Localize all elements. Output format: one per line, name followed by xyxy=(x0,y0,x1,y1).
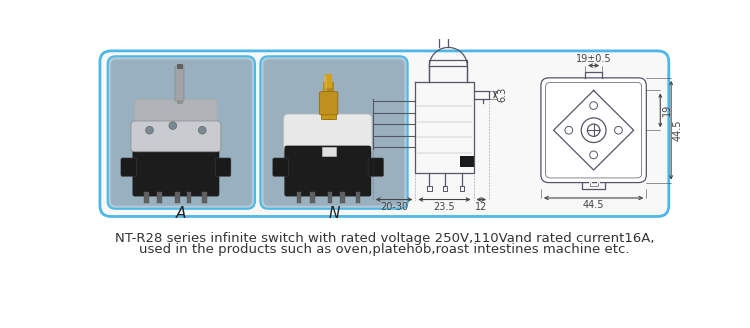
Bar xyxy=(187,192,191,203)
Bar xyxy=(175,66,184,101)
Bar xyxy=(310,192,315,203)
Text: 19±0.5: 19±0.5 xyxy=(576,54,611,64)
Bar xyxy=(158,192,162,203)
Bar xyxy=(322,147,335,156)
Circle shape xyxy=(146,126,154,134)
Bar xyxy=(460,155,473,167)
Bar xyxy=(134,147,218,194)
FancyBboxPatch shape xyxy=(273,158,288,176)
Bar xyxy=(297,192,302,203)
Bar xyxy=(202,192,207,203)
Text: 6.3: 6.3 xyxy=(497,87,508,102)
FancyBboxPatch shape xyxy=(284,146,371,196)
FancyBboxPatch shape xyxy=(121,158,136,176)
FancyBboxPatch shape xyxy=(100,51,669,216)
FancyBboxPatch shape xyxy=(135,99,217,155)
FancyBboxPatch shape xyxy=(284,114,372,153)
Bar xyxy=(323,82,334,120)
Circle shape xyxy=(590,151,598,159)
Text: 12: 12 xyxy=(475,202,488,212)
Circle shape xyxy=(169,122,177,130)
Text: used in the products such as oven,platehob,roast intestines machine etc.: used in the products such as oven,plateh… xyxy=(140,243,630,256)
Text: 20-30: 20-30 xyxy=(380,202,408,212)
Text: NT-R28 series infinite switch with rated voltage 250V,110Vand rated current16A,: NT-R28 series infinite switch with rated… xyxy=(115,232,654,245)
FancyBboxPatch shape xyxy=(111,59,252,206)
FancyBboxPatch shape xyxy=(368,158,383,176)
Bar xyxy=(175,192,180,203)
Circle shape xyxy=(565,126,573,134)
Bar xyxy=(340,192,345,203)
Text: 23.5: 23.5 xyxy=(433,202,455,212)
Text: N: N xyxy=(328,206,340,221)
Bar xyxy=(356,192,360,203)
Bar xyxy=(144,192,148,203)
FancyBboxPatch shape xyxy=(263,59,404,206)
FancyBboxPatch shape xyxy=(131,121,220,152)
Circle shape xyxy=(590,102,598,110)
Text: 44.5: 44.5 xyxy=(673,119,682,141)
Bar xyxy=(324,76,327,107)
FancyBboxPatch shape xyxy=(541,78,646,183)
Circle shape xyxy=(198,126,206,134)
Text: A: A xyxy=(176,206,187,221)
FancyBboxPatch shape xyxy=(108,56,255,209)
Bar xyxy=(177,64,183,69)
Circle shape xyxy=(587,124,600,136)
Bar xyxy=(326,74,332,88)
Bar xyxy=(328,192,332,203)
FancyBboxPatch shape xyxy=(133,144,219,196)
FancyBboxPatch shape xyxy=(545,82,642,178)
FancyBboxPatch shape xyxy=(260,56,408,209)
FancyBboxPatch shape xyxy=(320,92,338,115)
Bar xyxy=(321,93,336,119)
FancyBboxPatch shape xyxy=(215,158,231,176)
Bar xyxy=(177,64,183,104)
Circle shape xyxy=(581,118,606,143)
Text: 44.5: 44.5 xyxy=(583,200,604,210)
Circle shape xyxy=(614,126,622,134)
Text: 19: 19 xyxy=(662,104,672,116)
